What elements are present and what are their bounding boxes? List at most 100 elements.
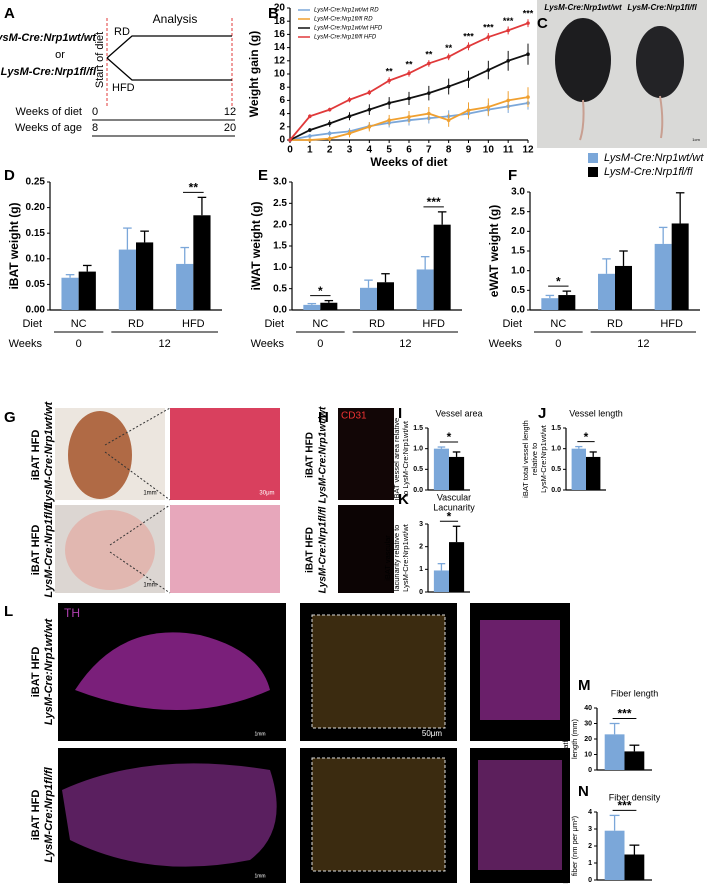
analysis-label: Analysis xyxy=(153,12,198,26)
tissue xyxy=(62,763,277,867)
y-tick-label: 0.0 xyxy=(551,487,561,494)
x-tick-label: 2 xyxy=(327,145,333,156)
bar xyxy=(449,542,465,592)
scale-label: 1cm xyxy=(692,137,700,142)
marker xyxy=(526,95,530,99)
bar xyxy=(615,265,632,310)
week-label: 8 xyxy=(92,122,98,134)
y-tick-label: 0 xyxy=(588,767,592,774)
y-tick-label: 8 xyxy=(279,82,285,93)
bar xyxy=(624,854,645,880)
chart-title: Fiber density xyxy=(609,792,661,802)
y-axis-label: iBAT total vessel length xyxy=(521,420,530,498)
marker xyxy=(347,97,352,102)
marker xyxy=(308,138,312,142)
bar xyxy=(571,448,586,490)
marker xyxy=(466,108,471,113)
hfd-label: HFD xyxy=(112,82,135,94)
marker xyxy=(387,78,391,83)
y-tick-label: 1.0 xyxy=(273,262,287,273)
y-tick-label: 3.0 xyxy=(273,177,287,188)
marker xyxy=(288,138,292,142)
row-label: Diet xyxy=(502,318,522,330)
mouse xyxy=(555,18,611,102)
week-label: 0 xyxy=(92,106,98,118)
bar xyxy=(61,277,79,310)
y-tick-label: 4 xyxy=(588,809,592,816)
y-tick-label: 0.5 xyxy=(511,285,525,296)
y-tick-label: 1.5 xyxy=(551,425,561,432)
y-tick-label: 3 xyxy=(588,826,592,833)
zoom-line xyxy=(104,451,171,501)
y-tick-label: 1 xyxy=(419,566,423,573)
x-tick-label: 0 xyxy=(287,145,293,156)
panel-letter: E xyxy=(258,167,268,184)
row-label: iBAT HFD xyxy=(30,430,42,481)
significance: ** xyxy=(386,67,394,77)
marker xyxy=(486,68,491,72)
bar xyxy=(78,271,96,310)
row-label: LysM-Cre:Nrp1fl/fl xyxy=(318,506,329,593)
scale-label: 1mm xyxy=(143,583,156,589)
y-tick-label: 2.0 xyxy=(511,226,525,237)
y-axis-label: fiber (nm per μm³) xyxy=(570,815,579,876)
marker xyxy=(407,96,411,101)
bar xyxy=(360,287,377,310)
x-tick-label: RD xyxy=(607,318,623,330)
photo-label: LysM-Cre:Nrp1wt/wt xyxy=(544,3,622,12)
bar xyxy=(118,249,136,310)
x-tick-label: 8 xyxy=(446,145,452,156)
y-tick-label: 16 xyxy=(274,29,286,40)
panel-letter: D xyxy=(4,167,15,184)
marker xyxy=(308,114,312,119)
week-label: 12 xyxy=(224,106,236,118)
y-tick-label: 20 xyxy=(274,3,286,14)
x-tick-label: 1 xyxy=(307,145,313,156)
bar xyxy=(558,295,576,310)
zoom-line xyxy=(109,504,171,546)
significance: *** xyxy=(617,799,631,813)
significance: ** xyxy=(425,50,433,60)
legend-label: LysM-Cre:Nrp1wt/wt RD xyxy=(314,8,379,14)
marker xyxy=(506,98,510,103)
tissue xyxy=(68,411,132,499)
row-label: Weeks xyxy=(251,338,285,350)
panel-letter: C xyxy=(537,15,548,32)
row-label: Weeks xyxy=(489,338,523,350)
bar xyxy=(303,304,321,310)
y-tick-label: 2.5 xyxy=(511,206,525,217)
scale-label: 30μm xyxy=(259,491,274,497)
bar xyxy=(449,456,465,490)
panel-letter: J xyxy=(538,405,546,422)
scale-label: 1mm xyxy=(254,731,265,737)
bar xyxy=(598,273,615,310)
marker xyxy=(446,118,451,122)
y-tick-label: 30 xyxy=(584,720,592,727)
bar xyxy=(654,243,672,310)
y-axis-label: Density of sympathetic xyxy=(561,808,570,884)
bar xyxy=(604,830,625,880)
marker xyxy=(486,105,491,109)
zoom-line xyxy=(109,551,171,594)
marker xyxy=(327,107,332,112)
histology-h: CD31 iBAT HFD LysM-Cre:Nrp1wt/wt iBAT HF… xyxy=(305,406,394,593)
marker xyxy=(506,28,510,33)
panel-letter: K xyxy=(398,491,409,508)
marker xyxy=(367,107,372,112)
y-tick-label: 1.5 xyxy=(413,425,423,432)
bar xyxy=(433,224,451,310)
chart-title: Fiber length xyxy=(611,688,659,698)
zoom-box xyxy=(311,757,446,872)
marker xyxy=(427,91,431,95)
row-label: iBAT HFD xyxy=(30,790,42,841)
y-tick-label: 0.5 xyxy=(273,283,287,294)
bar xyxy=(176,263,194,310)
rd-label: RD xyxy=(114,26,130,38)
y-tick-label: 2 xyxy=(588,843,592,850)
y-tick-label: 1.5 xyxy=(273,241,287,252)
x-axis-label: Weeks of diet xyxy=(370,155,447,169)
y-axis-label: LysM-Cre:Nrp1wt/wt xyxy=(539,424,548,493)
marker xyxy=(387,118,391,122)
marker xyxy=(327,121,332,126)
